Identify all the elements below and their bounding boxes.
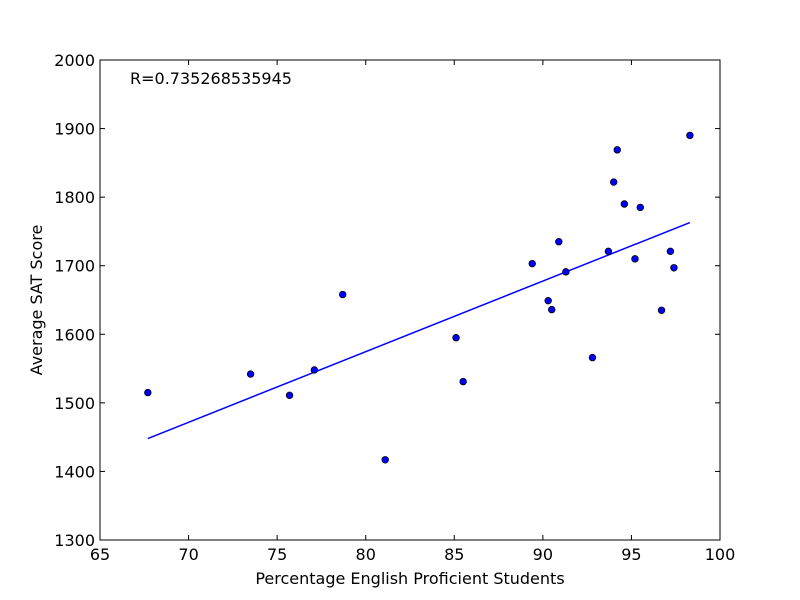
data-point-20 xyxy=(657,306,666,314)
data-point-10 xyxy=(548,305,556,314)
x-tick-label: 95 xyxy=(621,545,641,564)
axes-frame xyxy=(99,59,721,541)
data-point-9 xyxy=(544,296,552,305)
data-point-6 xyxy=(452,334,460,342)
y-tick-label: 1600 xyxy=(54,325,95,344)
data-point-15 xyxy=(610,178,618,186)
data-point-5 xyxy=(381,456,389,464)
data-point-18 xyxy=(631,255,639,263)
data-point-22 xyxy=(670,264,678,272)
x-tick-label: 90 xyxy=(533,545,553,564)
data-point-21 xyxy=(666,247,675,256)
data-point-3 xyxy=(310,366,319,374)
data-point-8 xyxy=(528,259,536,268)
x-tick-label: 85 xyxy=(444,545,464,564)
y-tick-label: 1900 xyxy=(54,120,95,139)
data-point-11 xyxy=(555,238,563,246)
data-point-23 xyxy=(686,131,694,140)
axes: 65 70 75 80 85 90 95 100 1300 1400 1500 1600 1700 180… xyxy=(54,51,735,564)
y-tick-label: 2000 xyxy=(54,51,95,70)
x-tick-label: 70 xyxy=(178,545,198,564)
data-point-14 xyxy=(604,247,613,256)
plot-area xyxy=(144,131,694,464)
data-point-19 xyxy=(636,203,644,212)
x-tick-label: 75 xyxy=(267,545,287,564)
data-point-12 xyxy=(562,268,570,276)
x-axis-label: Percentage English Proficient Students xyxy=(255,569,564,588)
y-tick-label: 1800 xyxy=(54,188,95,207)
y-tick-label: 1300 xyxy=(54,531,95,550)
x-tick-label: 65 xyxy=(90,545,110,564)
data-point-0 xyxy=(144,388,152,397)
data-point-17 xyxy=(620,200,629,208)
data-point-4 xyxy=(338,290,347,299)
data-point-1 xyxy=(246,370,255,378)
x-tick-label: 100 xyxy=(705,545,736,564)
data-point-7 xyxy=(459,377,467,386)
x-tick-label: 80 xyxy=(356,545,376,564)
y-tick-label: 1400 xyxy=(54,462,95,481)
data-point-16 xyxy=(613,146,621,154)
y-tick-label: 1700 xyxy=(54,257,95,276)
y-tick-label: 1500 xyxy=(54,394,95,413)
fit-line xyxy=(147,221,691,440)
correlation-annotation: R=0.735268535945 xyxy=(130,69,292,88)
data-point-13 xyxy=(588,353,597,362)
y-axis-label: Average SAT Score xyxy=(27,225,46,376)
data-point-2 xyxy=(285,391,294,400)
